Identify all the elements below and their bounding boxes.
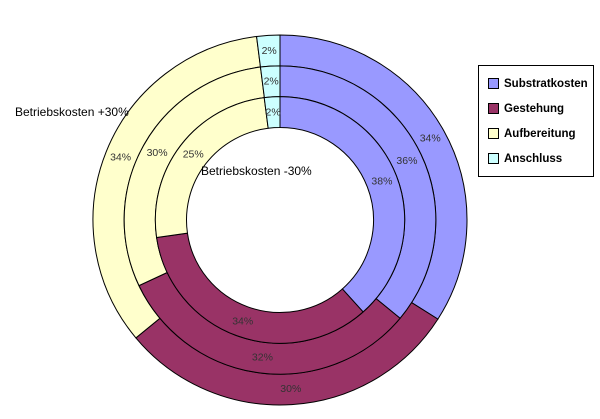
legend-item-gestehung: Gestehung [488,103,589,115]
data-label-middle-Aufbereitung: 30% [147,147,168,159]
data-label-middle-Gestehung: 32% [252,352,273,364]
data-label-inner-Substratkosten: 38% [371,176,392,188]
data-label-inner-Aufbereitung: 25% [183,149,204,161]
series-label-betriebskosten-plus30: Betriebskosten +30% [15,105,129,119]
data-label-outer-Gestehung: 30% [280,383,301,395]
legend-item-substratkosten: Substratkosten [488,78,589,90]
legend-swatch-anschluss [488,153,499,164]
legend-label-aufbereitung: Aufbereitung [504,127,576,140]
data-label-middle-Anschluss: 2% [264,76,279,88]
data-label-inner-Gestehung: 34% [232,315,253,327]
legend: Substratkosten Gestehung Aufbereitung An… [478,65,594,177]
legend-label-substratkosten: Substratkosten [504,77,588,90]
legend-item-aufbereitung: Aufbereitung [488,128,589,140]
series-label-betriebskosten-minus30: Betriebskosten -30% [201,164,312,178]
data-label-inner-Anschluss: 2% [266,106,281,118]
data-label-middle-Substratkosten: 36% [396,155,417,167]
data-label-outer-Substratkosten: 34% [420,132,441,144]
segment-Betriebskosten -30%-Anschluss [263,96,281,129]
legend-swatch-aufbereitung [488,128,499,139]
data-label-outer-Aufbereitung: 34% [110,152,131,164]
legend-label-anschluss: Anschluss [504,152,563,165]
legend-swatch-substratkosten [488,78,499,89]
legend-label-gestehung: Gestehung [504,102,565,115]
legend-swatch-gestehung [488,103,499,114]
legend-item-anschluss: Anschluss [488,153,589,165]
data-label-outer-Anschluss: 2% [262,45,277,57]
segment-Betriebskosten -30%-Substratkosten [279,96,406,313]
